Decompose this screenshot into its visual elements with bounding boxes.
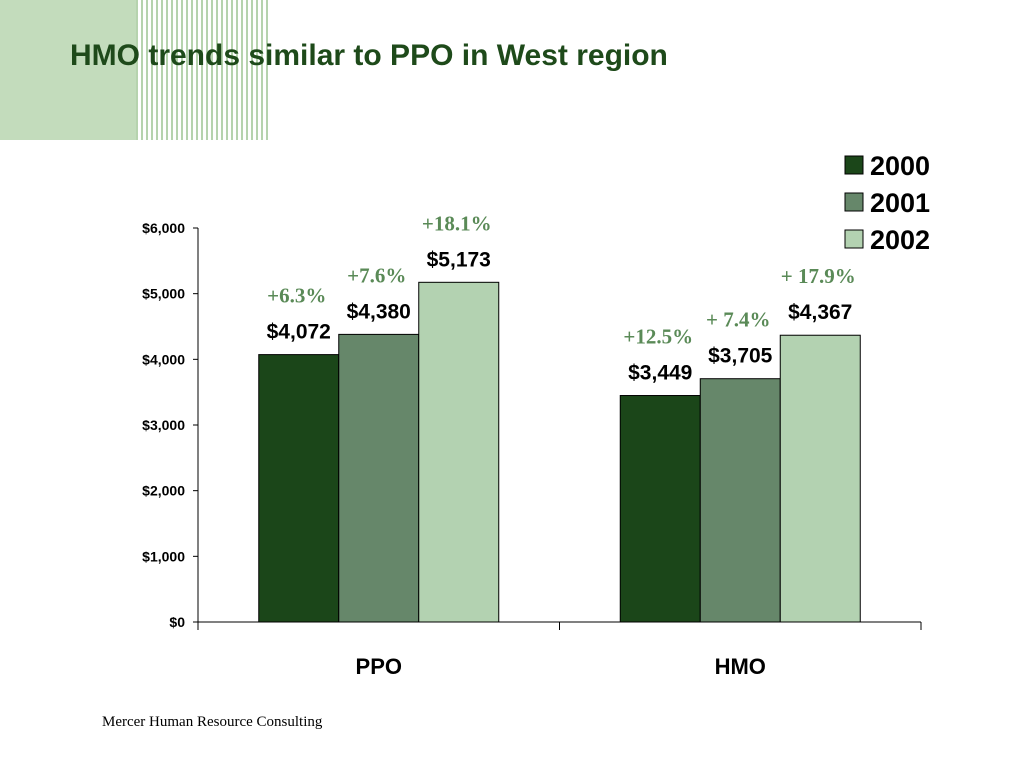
legend: 2000 2001 2002 [844, 151, 930, 255]
legend-swatch [844, 229, 864, 249]
legend-label: 2001 [870, 188, 930, 218]
bar-value-label: $5,173 [427, 248, 491, 271]
header-decoration [0, 0, 270, 140]
slide-title: HMO trends similar to PPO in West region [70, 39, 668, 72]
legend-label: 2000 [870, 151, 930, 181]
bar-change-label: + 17.9% [781, 264, 856, 288]
legend-swatch [844, 192, 864, 212]
y-tick-label: $1,000 [142, 548, 185, 564]
bar [619, 395, 701, 623]
x-category-label: PPO [356, 654, 402, 679]
bar-change-label: + 7.4% [706, 308, 770, 332]
header-stripes [136, 0, 270, 140]
bar [338, 333, 420, 623]
bar [418, 281, 500, 623]
bar-value-label: $4,380 [347, 300, 411, 323]
legend-label: 2002 [870, 225, 930, 255]
data-labels: $4,072 +6.3% $4,380 +7.6% $5,173 +18.1% $3,449… [267, 211, 856, 384]
footer-source: Mercer Human Resource Consulting [102, 714, 323, 730]
bar-value-label: $3,705 [708, 345, 773, 368]
y-tick-label: $5,000 [142, 286, 185, 302]
bar-value-label: $3,449 [628, 362, 692, 385]
bar-change-label: +7.6% [347, 263, 406, 287]
bar-change-label: +12.5% [623, 325, 693, 349]
bars [258, 281, 861, 623]
bar [699, 378, 781, 623]
bar [779, 334, 861, 623]
bar-value-label: $4,072 [267, 321, 331, 344]
x-category-label: HMO [715, 654, 766, 679]
y-tick-label: $0 [169, 614, 185, 630]
bar-value-label: $4,367 [788, 301, 852, 324]
y-tick-label: $3,000 [142, 417, 185, 433]
y-tick-label: $4,000 [142, 351, 185, 367]
bar [258, 354, 340, 623]
y-tick-label: $2,000 [142, 483, 185, 499]
y-tick-label: $6,000 [142, 220, 185, 236]
bar-change-label: +6.3% [267, 284, 326, 308]
legend-swatch [844, 155, 864, 175]
bar-change-label: +18.1% [422, 211, 492, 235]
